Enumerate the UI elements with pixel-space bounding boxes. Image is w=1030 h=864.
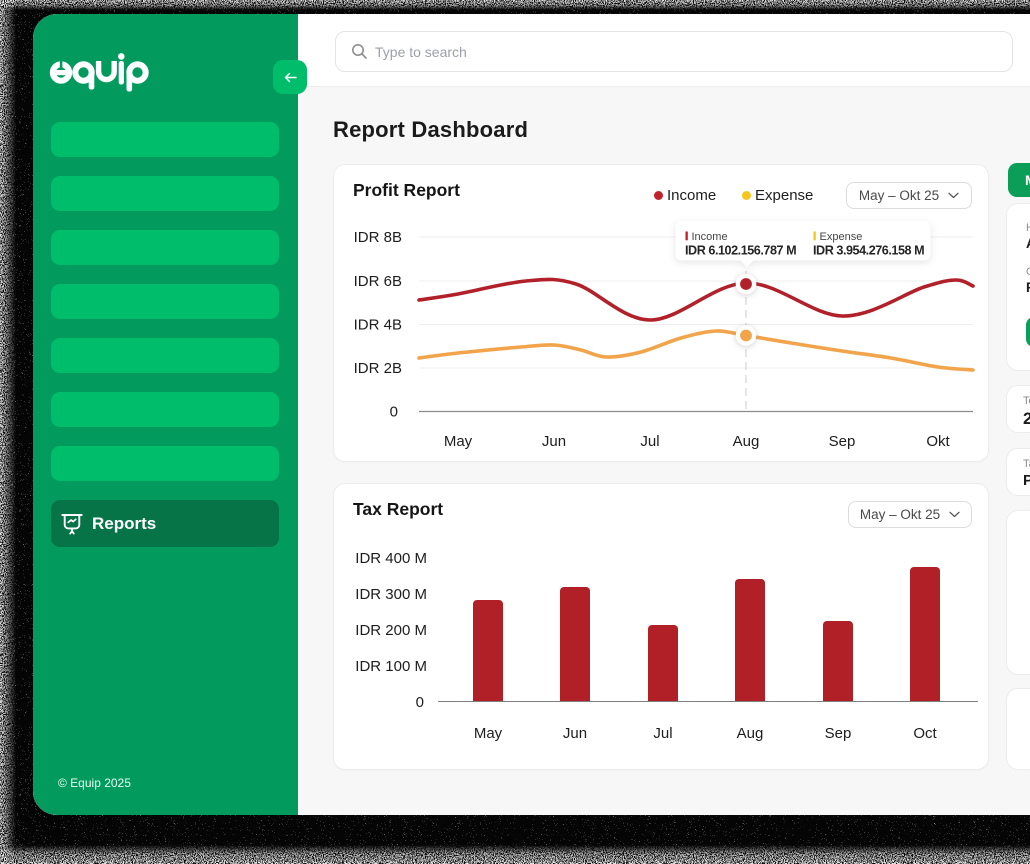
svg-text:IDR 6.102.156.787 M: IDR 6.102.156.787 M bbox=[685, 244, 796, 258]
svg-text:IDR 200 M: IDR 200 M bbox=[355, 622, 427, 639]
svg-text:Sep: Sep bbox=[825, 725, 852, 742]
svg-text:Okt: Okt bbox=[926, 433, 950, 450]
svg-text:IDR 300 M: IDR 300 M bbox=[355, 586, 427, 603]
svg-text:May: May bbox=[444, 433, 473, 450]
svg-text:Expense: Expense bbox=[820, 231, 863, 243]
svg-text:IDR 100 M: IDR 100 M bbox=[355, 658, 427, 675]
svg-text:Aug: Aug bbox=[733, 433, 760, 450]
svg-text:IDR 3.954.276.158 M: IDR 3.954.276.158 M bbox=[813, 244, 924, 258]
svg-text:IDR 2B: IDR 2B bbox=[354, 360, 402, 377]
svg-text:Oct: Oct bbox=[913, 725, 937, 742]
svg-text:May: May bbox=[474, 725, 503, 742]
svg-text:0: 0 bbox=[416, 694, 424, 711]
svg-text:Aug: Aug bbox=[737, 725, 764, 742]
svg-text:IDR 4B: IDR 4B bbox=[354, 317, 402, 334]
svg-text:IDR 400 M: IDR 400 M bbox=[355, 550, 427, 567]
svg-text:Jul: Jul bbox=[640, 433, 659, 450]
svg-text:IDR 8B: IDR 8B bbox=[354, 229, 402, 246]
svg-text:Jun: Jun bbox=[542, 433, 566, 450]
svg-text:IDR 6B: IDR 6B bbox=[354, 273, 402, 290]
svg-text:Jun: Jun bbox=[563, 725, 587, 742]
svg-text:Jul: Jul bbox=[653, 725, 672, 742]
svg-text:0: 0 bbox=[390, 404, 398, 421]
svg-text:Sep: Sep bbox=[829, 433, 856, 450]
svg-text:Income: Income bbox=[692, 231, 728, 243]
